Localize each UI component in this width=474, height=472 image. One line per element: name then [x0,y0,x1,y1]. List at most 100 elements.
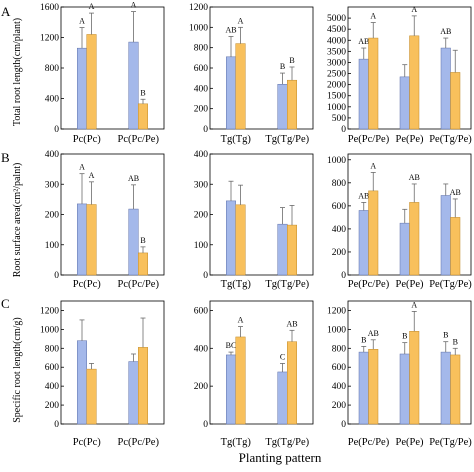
chart-panel: 0 200 400 600 800 1000 Pe(Pc/Pe) AB A Pe(Pe) AB Pe(… [327,153,472,290]
y-tick-label: 1200 [327,306,346,316]
y-tick-label: 800 [332,344,347,354]
bar [358,210,369,276]
y-tick-label: 600 [194,64,209,74]
plot-frame [209,300,314,425]
bar [399,76,410,130]
significance-label: B [402,332,407,341]
y-tick-label: 800 [194,44,209,54]
row-label-b: B [1,150,10,165]
category-label: Tg(Tg) [221,134,252,145]
bar [86,34,97,130]
bar [226,200,236,276]
y-tick-label: 500 [332,114,347,124]
y-tick-label: 0 [203,420,208,430]
plot-frame [60,300,165,425]
y-tick-label: 0 [341,271,346,281]
y-tick-label: 600 [332,202,347,212]
significance-label: A [131,1,137,10]
category-label: Tg(Tg) [221,279,252,290]
y-tick-label: 3500 [327,47,346,57]
significance-label: B [289,56,294,65]
bar [235,336,246,425]
ylabel-total-root-length: Total root length(cm/plant) [12,18,23,126]
bar [399,222,410,276]
significance-label: AB [358,37,369,46]
y-tick-label: 800 [45,344,60,354]
y-tick-label: 4000 [327,36,346,46]
y-tick-label: 0 [54,420,59,430]
y-tick-label: 1200 [40,306,59,316]
bar [86,368,97,425]
y-tick-label: 400 [332,225,347,235]
significance-label: A [89,171,95,180]
y-tick-label: 1600 [40,3,59,13]
plot-frame [209,153,314,276]
category-label: Pe(Pc/Pe) [348,134,390,145]
significance-label: AB [450,188,461,197]
category-label: Tg(Tg/Pe) [265,437,309,448]
bar [77,203,87,276]
bar [450,217,461,276]
category-label: Tg(Tg) [221,437,252,448]
bar [440,195,451,276]
chart-panel: 0 200 400 600 800 1000 1200 Pc(Pc) Pc(Pc/Pe) [40,300,165,448]
bar [287,224,297,276]
category-label: Pe(Pc/Pe) [348,279,390,290]
category-label: Tg(Tg/Pe) [265,134,309,145]
bar [358,58,369,130]
y-tick-label: 400 [45,95,60,105]
y-tick-label: 5000 [327,14,346,24]
y-tick-label: 0 [54,125,59,135]
y-tick-label: 200 [194,105,209,115]
category-label: Pc(Pc/Pe) [118,134,160,145]
y-tick-label: 3000 [327,58,346,68]
bar [440,47,451,130]
category-label: Pc(Pc/Pe) [118,437,160,448]
bar [138,103,148,130]
significance-label: A [79,163,85,172]
bar [277,84,288,130]
bar [235,204,246,276]
ylabel-root-surface-area: Root surface area(cm²/palnt) [12,163,23,278]
significance-label: C [280,352,285,361]
category-label: Tg(Tg/Pe) [265,279,309,290]
y-tick-label: 4500 [327,25,346,35]
chart-panel: 0 200 400 600 Tg(Tg) BC A Tg(Tg/Pe) C AB [194,300,314,448]
significance-label: A [89,2,95,11]
bar [277,223,288,276]
bar [77,340,87,425]
y-tick-label: 0 [54,271,59,281]
significance-label: AB [128,174,139,183]
y-tick-label: 600 [194,306,209,316]
significance-label: AB [225,25,236,34]
significance-label: A [370,161,376,170]
bar [450,354,461,425]
y-tick-label: 1000 [327,325,346,335]
y-tick-label: 400 [45,150,60,160]
y-tick-label: 400 [332,382,347,392]
significance-label: B [280,62,285,71]
y-tick-label: 600 [332,363,347,373]
y-tick-label: 1000 [189,23,208,33]
significance-label: A [411,5,417,14]
significance-label: B [453,337,458,346]
significance-label: AB [368,329,379,338]
category-label: Pc(Pc) [73,134,101,145]
y-tick-label: 1000 [327,156,346,166]
significance-label: A [238,16,244,25]
y-tick-label: 200 [332,248,347,258]
y-tick-label: 0 [341,420,346,430]
y-tick-label: 1000 [40,325,59,335]
y-tick-label: 0 [203,125,208,135]
significance-label: B [443,331,448,340]
category-label: Pe(Pc/Pe) [348,437,390,448]
significance-label: A [370,12,376,21]
y-tick-label: 1200 [40,34,59,44]
chart-panel: 020040060080010001200Pe(Pc/Pe)BABPe(Pe)B… [327,300,472,448]
bar [128,208,139,276]
significance-label: B [140,88,145,97]
y-tick-label: 400 [45,382,60,392]
significance-label: AB [286,319,297,328]
